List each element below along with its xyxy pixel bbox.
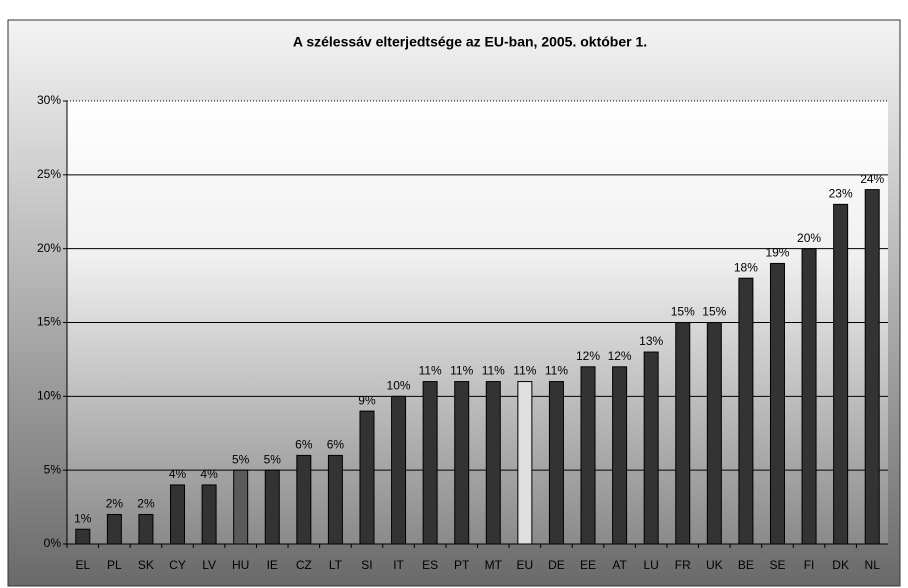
x-tick-label: ES: [422, 558, 438, 572]
bar: [517, 381, 533, 545]
data-label: 10%: [387, 379, 411, 393]
x-tick-label: DE: [548, 558, 565, 572]
data-label: 12%: [608, 349, 632, 363]
x-tick-label: PT: [454, 558, 470, 572]
data-label: 19%: [765, 246, 789, 260]
data-label: 2%: [137, 497, 155, 511]
bar: [706, 322, 722, 545]
x-tick-label: BE: [738, 558, 754, 572]
y-tick-label: 10%: [37, 389, 61, 403]
bar: [327, 454, 343, 545]
data-label: 5%: [264, 452, 282, 466]
data-label: 11%: [482, 364, 505, 378]
x-tick-label: UK: [706, 558, 723, 572]
bar: [454, 381, 470, 545]
x-tick-label: MT: [485, 558, 503, 572]
x-tick-label: NL: [865, 558, 881, 572]
y-tick-label: 5%: [44, 462, 62, 476]
x-tick-label: IT: [393, 558, 404, 572]
data-label: 15%: [671, 305, 695, 319]
data-label: 4%: [169, 467, 187, 481]
bar: [833, 203, 849, 545]
data-label: 4%: [200, 467, 218, 481]
data-label: 9%: [358, 393, 376, 407]
x-tick-label: IE: [267, 558, 278, 572]
bar: [138, 513, 154, 545]
data-label: 24%: [860, 172, 884, 186]
x-tick-label: HU: [232, 558, 249, 572]
data-label: 6%: [327, 438, 345, 452]
x-tick-label: CY: [169, 558, 186, 572]
bar: [201, 484, 217, 545]
bar: [548, 381, 564, 545]
x-tick-label: EL: [75, 558, 90, 572]
bar: [675, 322, 691, 545]
bar: [296, 454, 312, 545]
x-tick-label: FI: [804, 558, 815, 572]
x-tick-label: LV: [202, 558, 216, 572]
y-tick-label: 25%: [37, 167, 61, 181]
bar: [801, 248, 817, 545]
bar: [580, 366, 596, 545]
x-tick-label: EU: [517, 558, 534, 572]
x-tick-label: LU: [644, 558, 659, 572]
bar: [738, 277, 754, 545]
data-label: 1%: [74, 511, 92, 525]
data-label: 11%: [545, 364, 568, 378]
bar: [485, 381, 501, 545]
chart-title: A szélessáv elterjedtsége az EU-ban, 200…: [293, 34, 647, 50]
data-label: 11%: [450, 364, 473, 378]
x-tick-label: CZ: [296, 558, 312, 572]
data-label: 18%: [734, 260, 758, 274]
y-tick-label: 15%: [37, 315, 61, 329]
data-label: 2%: [106, 497, 124, 511]
y-tick-label: 30%: [37, 93, 61, 107]
y-tick-label: 20%: [37, 241, 61, 255]
x-tick-label: AT: [612, 558, 627, 572]
x-tick-label: SI: [361, 558, 372, 572]
data-label: 12%: [576, 349, 600, 363]
data-label: 6%: [295, 438, 313, 452]
bar: [864, 189, 880, 545]
bar: [359, 410, 375, 545]
bar: [422, 381, 438, 545]
bar: [233, 469, 249, 545]
x-tick-label: FR: [675, 558, 691, 572]
bar: [264, 469, 280, 545]
data-label: 5%: [232, 452, 250, 466]
data-label: 23%: [829, 187, 853, 201]
bar: [75, 528, 91, 545]
bar: [170, 484, 186, 545]
y-tick-label: 0%: [44, 536, 62, 550]
x-tick-label: PL: [107, 558, 122, 572]
bar: [612, 366, 628, 545]
bar: [643, 351, 659, 545]
x-tick-label: EE: [580, 558, 596, 572]
data-label: 20%: [797, 231, 821, 245]
data-label: 11%: [419, 364, 442, 378]
x-tick-label: DK: [832, 558, 849, 572]
x-tick-label: LT: [329, 558, 343, 572]
bar: [106, 513, 122, 545]
data-label: 11%: [513, 364, 536, 378]
x-tick-label: SK: [138, 558, 154, 572]
bar: [769, 262, 785, 545]
data-label: 15%: [702, 305, 726, 319]
bar: [391, 395, 407, 545]
data-label: 13%: [639, 334, 663, 348]
x-tick-label: SE: [769, 558, 785, 572]
